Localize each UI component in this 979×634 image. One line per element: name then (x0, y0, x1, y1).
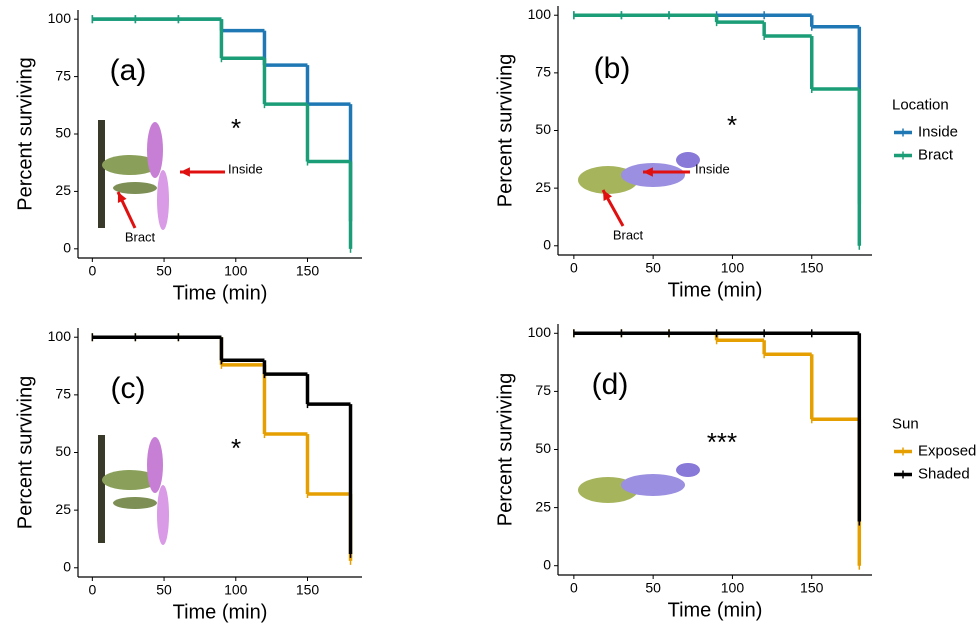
arrow-head (117, 192, 127, 203)
survival-curve (91, 333, 353, 558)
annotation: Inside (695, 161, 730, 176)
arrow-head (603, 190, 612, 201)
panel-label: (c) (111, 372, 146, 405)
panel-label: (b) (594, 52, 631, 85)
x-axis-title: Time (min) (668, 599, 763, 621)
x-tick-label: 100 (721, 580, 745, 596)
y-tick-label: 100 (48, 328, 72, 344)
y-axis-title: Percent surviving (494, 373, 516, 526)
flower-illustration (578, 152, 700, 194)
y-tick-label: 50 (535, 440, 551, 456)
y-tick-label: 25 (55, 182, 71, 198)
arrow-head (643, 167, 653, 177)
flower-illustration (578, 463, 700, 503)
y-tick-label: 25 (55, 501, 71, 517)
y-tick-label: 100 (528, 324, 552, 340)
x-tick-label: 50 (645, 260, 661, 276)
x-tick-label: 100 (224, 263, 248, 279)
y-tick-label: 50 (535, 121, 551, 137)
y-tick-label: 75 (535, 382, 551, 398)
survival-curve (573, 329, 862, 526)
y-tick-label: 75 (55, 67, 71, 83)
x-axis-title: Time (min) (173, 282, 268, 304)
survival-curve (91, 15, 353, 253)
y-tick-label: 75 (55, 386, 71, 402)
annotation: Bract (125, 229, 156, 244)
y-axis-title: Percent surviving (494, 54, 516, 207)
y-tick-label: 25 (535, 498, 551, 514)
x-tick-label: 0 (88, 263, 96, 279)
legend-label: Bract (918, 146, 954, 163)
y-axis-title: Percent surviving (14, 57, 36, 210)
annotation: Bract (613, 227, 644, 242)
y-tick-label: 100 (528, 6, 552, 22)
legend-title: Sun (892, 415, 919, 432)
significance: * (231, 433, 241, 463)
x-tick-label: 150 (296, 263, 320, 279)
y-tick-label: 100 (48, 10, 72, 26)
x-tick-label: 0 (570, 260, 578, 276)
x-tick-label: 150 (800, 580, 824, 596)
legend-label: Inside (918, 123, 958, 140)
panel-label: (d) (592, 368, 629, 401)
x-axis-title: Time (min) (173, 601, 268, 623)
x-tick-label: 100 (224, 582, 248, 598)
significance: * (727, 110, 737, 140)
annotation: Inside (228, 161, 263, 176)
survival-curve (573, 11, 862, 250)
y-tick-label: 25 (535, 179, 551, 195)
legend-title: Location (892, 96, 949, 113)
y-tick-label: 0 (63, 240, 71, 256)
x-tick-label: 50 (156, 582, 172, 598)
y-tick-label: 75 (535, 64, 551, 80)
panel-label: (a) (110, 54, 147, 87)
x-tick-label: 50 (645, 580, 661, 596)
panel: 0 25 50 75 100 0 50 100 150 Time (min) Percent sur… (14, 10, 362, 304)
y-axis-title: Percent surviving (14, 376, 36, 529)
arrow-head (180, 167, 190, 177)
x-axis-title: Time (min) (668, 279, 763, 301)
significance: * (231, 113, 241, 143)
y-tick-label: 50 (55, 125, 71, 141)
survival-curve (91, 333, 353, 565)
panel: 0 25 50 75 100 0 50 100 150 Time (min) Percent sur… (14, 328, 362, 623)
y-tick-label: 0 (543, 556, 551, 572)
x-tick-label: 0 (570, 580, 578, 596)
significance: *** (707, 427, 737, 457)
x-tick-label: 100 (721, 260, 745, 276)
legend-label: Shaded (918, 465, 970, 482)
panel: 0 25 50 75 100 0 50 100 150 Time (min) Percent sur… (494, 6, 958, 301)
x-tick-label: 150 (800, 260, 824, 276)
y-tick-label: 0 (63, 558, 71, 574)
panel: 0 25 50 75 100 0 50 100 150 Time (min) Percent sur… (494, 324, 976, 621)
y-tick-label: 50 (55, 443, 71, 459)
x-tick-label: 50 (156, 263, 172, 279)
flower-illustration (98, 435, 169, 545)
x-tick-label: 150 (296, 582, 320, 598)
x-tick-label: 0 (88, 582, 96, 598)
y-tick-label: 0 (543, 236, 551, 252)
legend-label: Exposed (918, 442, 976, 459)
flower-illustration (98, 120, 169, 230)
